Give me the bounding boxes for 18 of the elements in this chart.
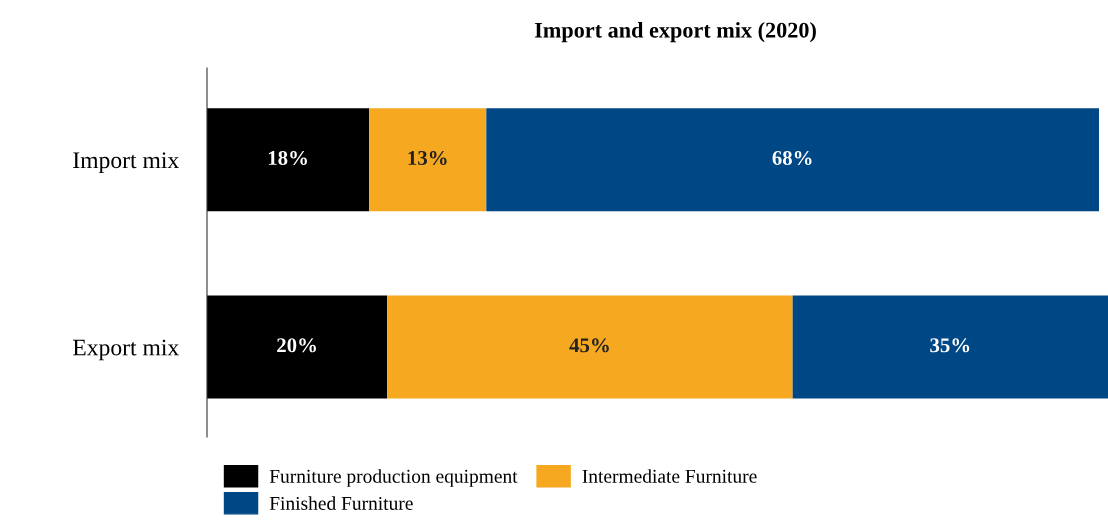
y-tick-label: Export mix: [73, 339, 179, 361]
legend-label: Finished Furniture: [269, 496, 413, 510]
y-tick-label: Import mix: [73, 152, 179, 173]
data-label: 68%: [772, 150, 812, 166]
data-label: 18%: [268, 150, 307, 166]
data-label: 13%: [408, 150, 447, 166]
data-label: 45%: [569, 338, 609, 353]
bar: [792, 295, 1108, 399]
bar: [207, 108, 370, 212]
legend-label: Intermediate Furniture: [582, 469, 757, 483]
legend-label: Furniture production equipment: [269, 469, 518, 487]
bar: [369, 108, 487, 212]
data-label: 35%: [930, 338, 970, 353]
bar: [486, 108, 1099, 212]
bar: [387, 295, 793, 399]
chart-title: Import and export mix (2020): [534, 22, 816, 43]
data-label: 20%: [277, 338, 316, 353]
bar: [207, 295, 388, 399]
